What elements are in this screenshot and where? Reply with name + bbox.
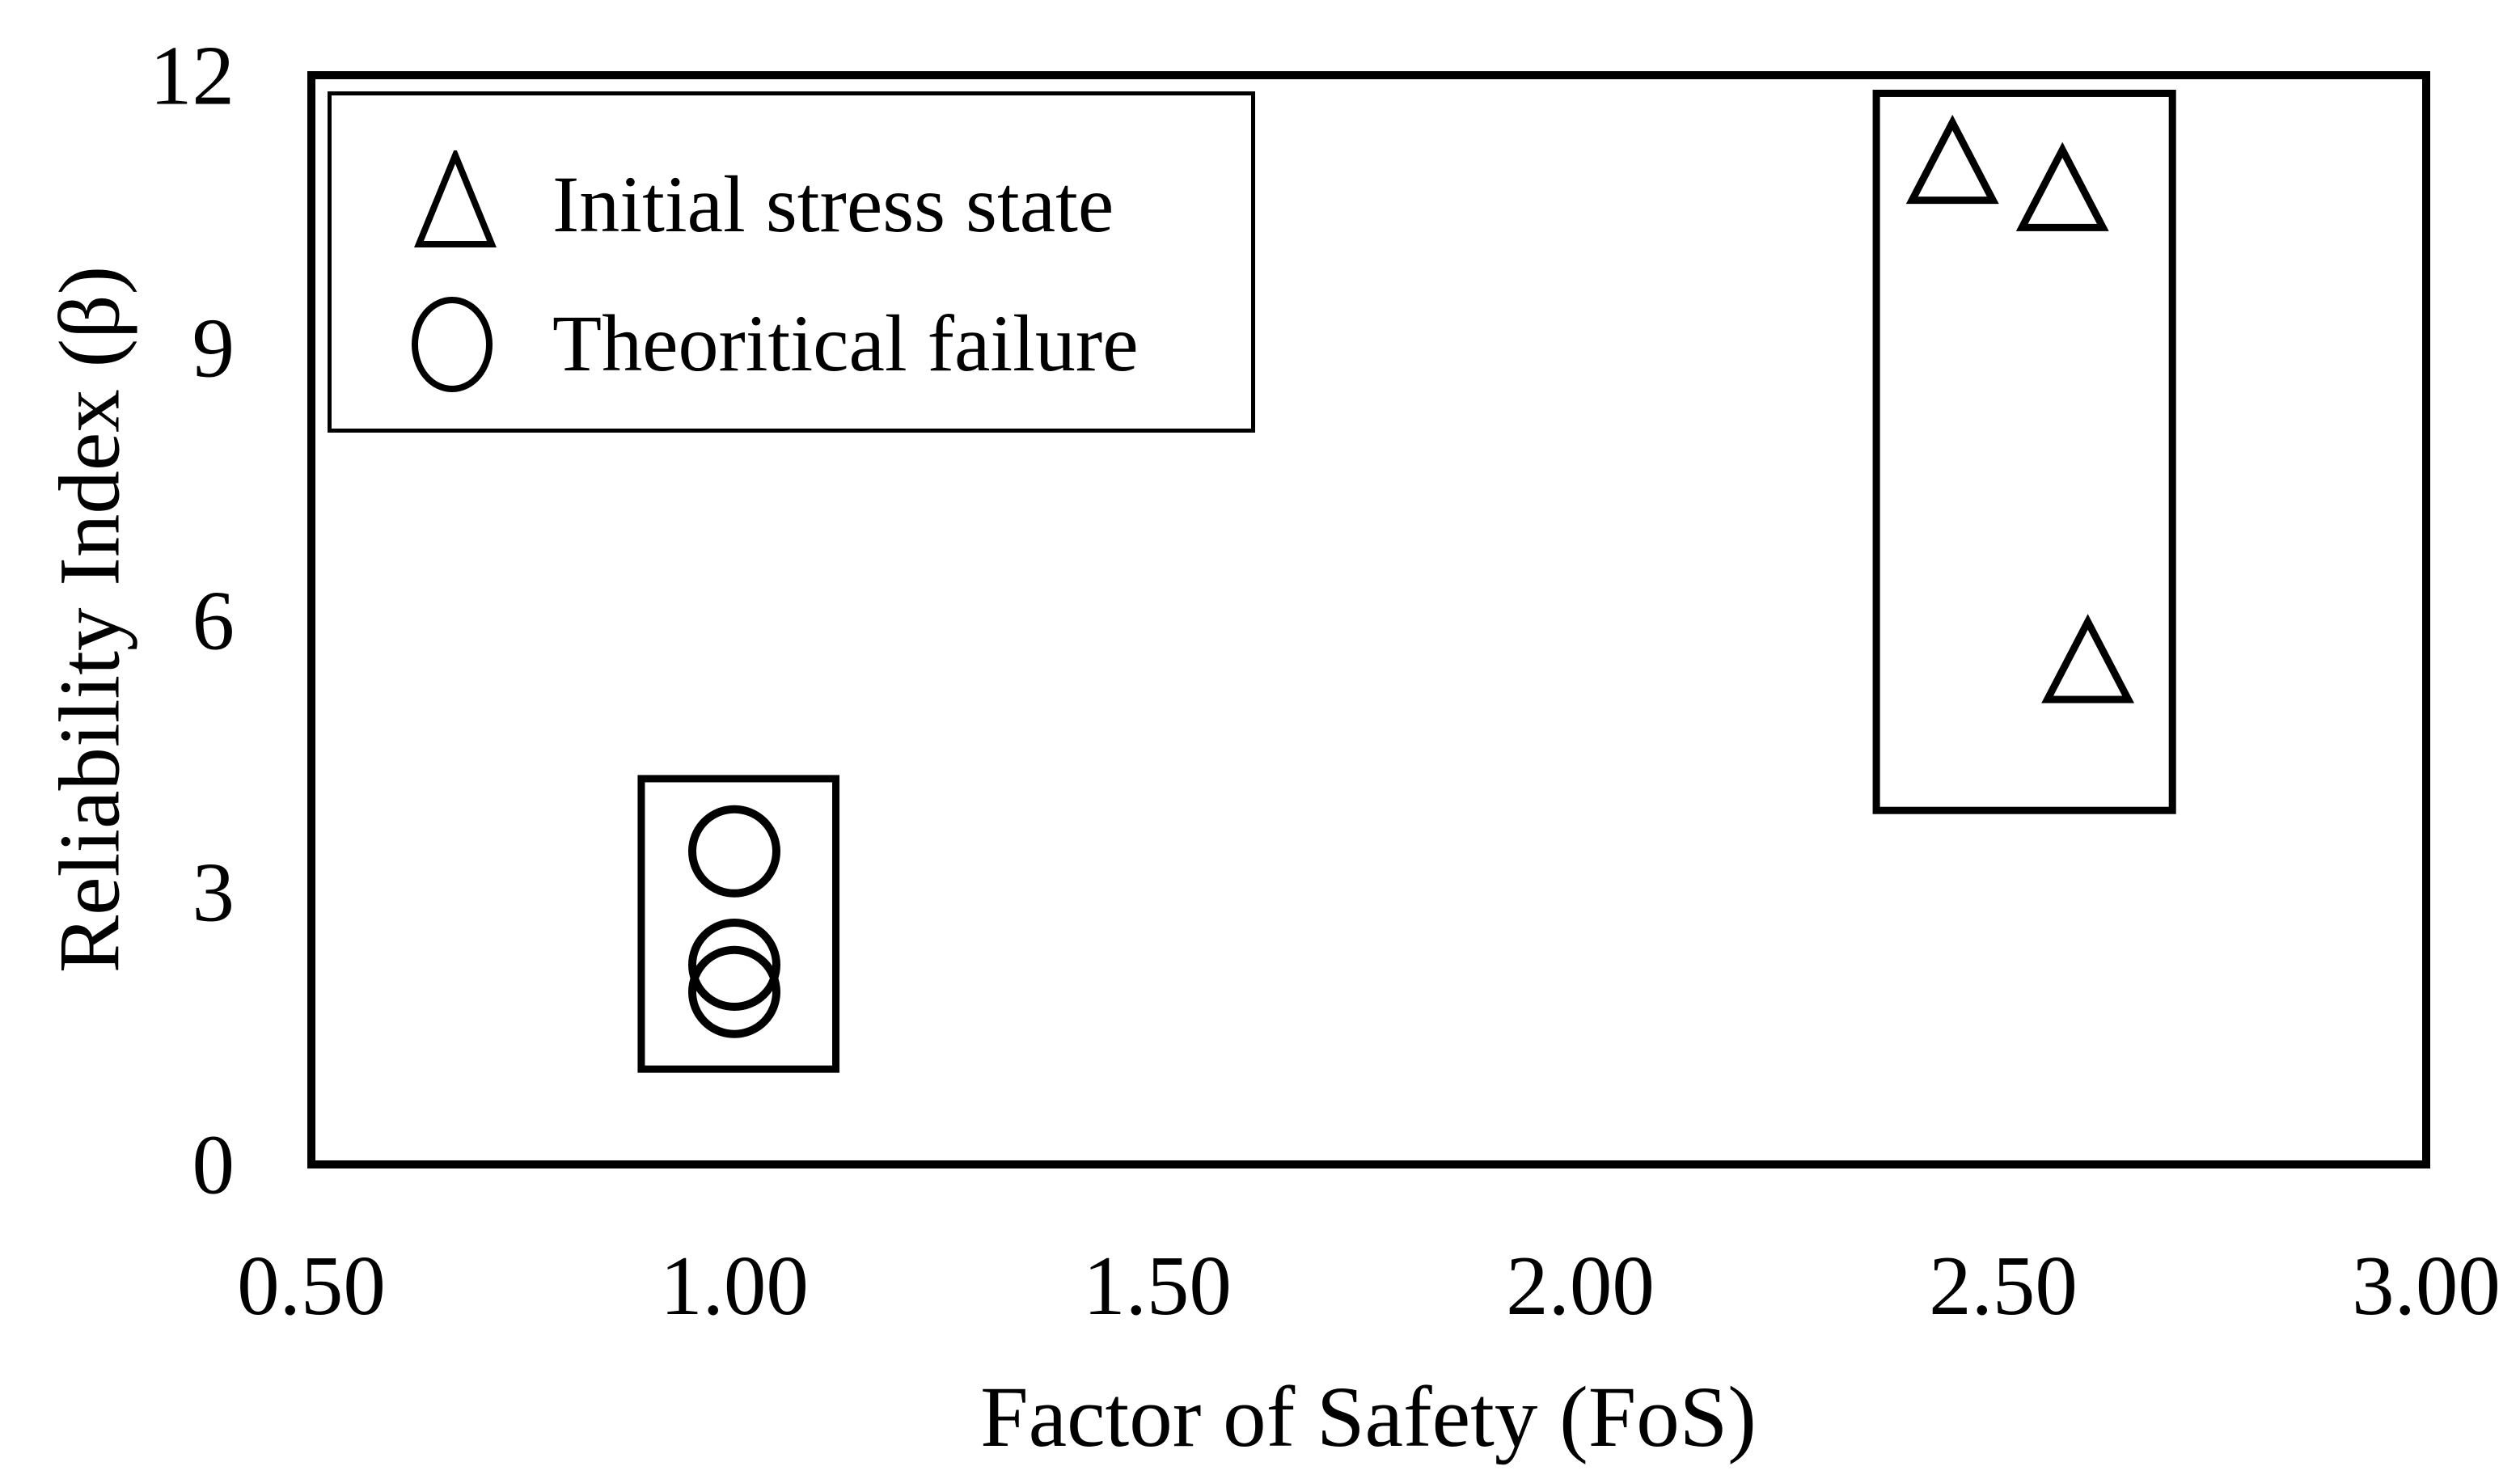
y-tick-label: 9 — [192, 300, 235, 395]
legend-label-theoritical-failure: Theoritical failure — [552, 298, 1139, 388]
y-tick-label: 3 — [192, 844, 235, 940]
x-tick-label: 0.50 — [237, 1238, 386, 1333]
circle-marker — [688, 805, 780, 898]
y-tick-label: 0 — [192, 1117, 235, 1212]
triangle-marker — [1905, 114, 1999, 205]
x-axis-title: Factor of Safety (FoS) — [980, 1370, 1757, 1465]
x-tick-label: 2.50 — [1929, 1238, 2078, 1333]
legend-triangle-icon — [414, 150, 497, 247]
circle-marker — [688, 919, 780, 1012]
x-tick-label: 2.00 — [1506, 1238, 1655, 1333]
legend-box: Initial stress state Theoritical failure — [328, 91, 1255, 433]
triangle-marker — [2015, 142, 2109, 231]
circle-marker — [688, 945, 780, 1038]
y-tick-label: 6 — [192, 573, 235, 667]
y-tick-label: 12 — [150, 27, 235, 123]
cluster-annotation-box — [637, 775, 840, 1073]
plot-frame — [307, 71, 2430, 1168]
x-tick-label: 1.50 — [1083, 1238, 1232, 1333]
x-tick-label: 1.00 — [660, 1238, 809, 1333]
cluster-annotation-box — [1872, 89, 2176, 814]
triangle-marker — [2041, 614, 2135, 704]
y-axis-title: Reliability Index (β) — [42, 265, 138, 974]
legend-label-initial-stress-state: Initial stress state — [552, 159, 1114, 249]
legend-circle-icon — [412, 297, 493, 392]
x-tick-label: 3.00 — [2352, 1238, 2501, 1333]
